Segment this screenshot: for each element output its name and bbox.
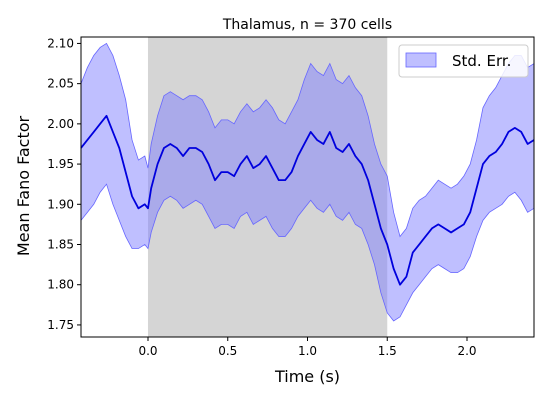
- y-tick-label: 2.10: [47, 36, 74, 50]
- plot-area: [80, 37, 535, 337]
- y-tick-label: 2.05: [47, 77, 74, 91]
- legend: Std. Err.: [398, 44, 529, 78]
- y-axis-ticks: 1.75 1.80 1.85 1.90 1.95 2.00 2.05 2.10: [47, 36, 81, 332]
- x-tick-label: 0.5: [218, 344, 237, 358]
- x-axis-ticks: 0.0 0.5 1.0 1.5 2.0: [138, 337, 477, 358]
- y-tick-label: 1.80: [47, 278, 74, 292]
- y-tick-label: 1.90: [47, 197, 74, 211]
- chart-title: Thalamus, n = 370 cells: [222, 17, 392, 33]
- y-axis-label: Mean Fano Factor: [14, 115, 33, 256]
- y-tick-label: 1.85: [47, 238, 74, 252]
- legend-label-std-err: Std. Err.: [452, 52, 511, 70]
- y-tick-label: 2.00: [47, 117, 74, 131]
- x-tick-label: 1.0: [298, 344, 317, 358]
- legend-swatch-std-err: [405, 52, 437, 68]
- x-tick-label: 1.5: [378, 344, 397, 358]
- x-axis-label: Time (s): [274, 367, 340, 386]
- mean-fano-factor-line: [80, 114, 535, 286]
- x-tick-label: 2.0: [457, 344, 476, 358]
- y-tick-label: 1.75: [47, 318, 74, 332]
- y-tick-label: 1.95: [47, 157, 74, 171]
- x-tick-label: 0.0: [138, 344, 157, 358]
